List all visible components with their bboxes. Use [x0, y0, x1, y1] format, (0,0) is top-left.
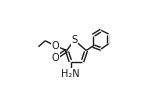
- Text: O: O: [52, 53, 59, 63]
- Text: O: O: [52, 41, 59, 51]
- Text: S: S: [71, 35, 77, 45]
- Text: H₂N: H₂N: [61, 69, 80, 79]
